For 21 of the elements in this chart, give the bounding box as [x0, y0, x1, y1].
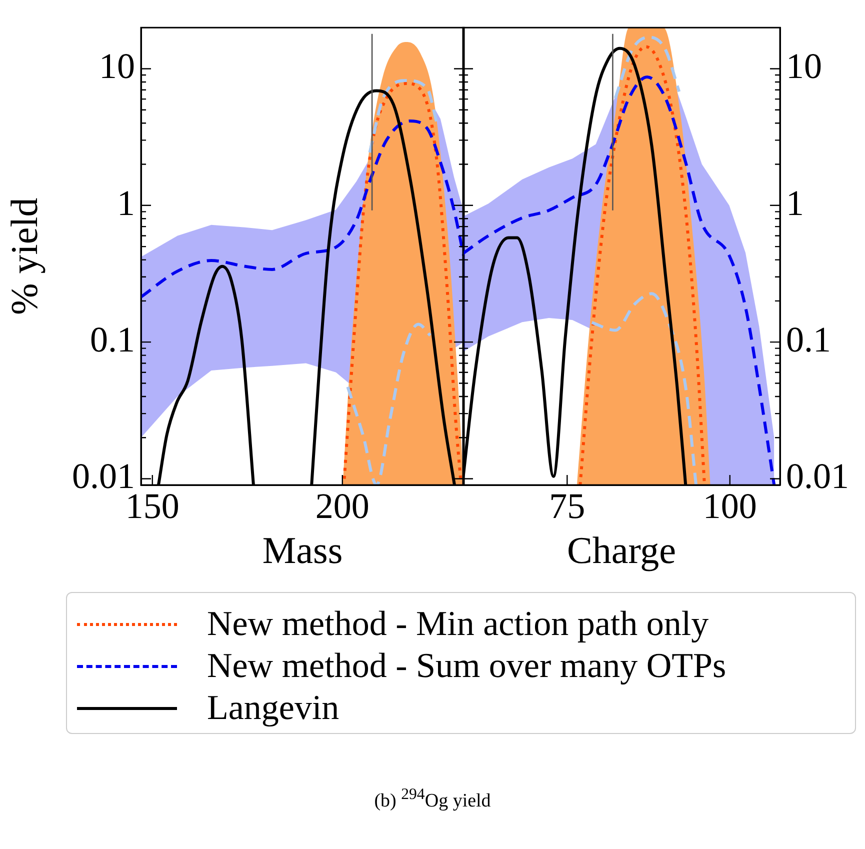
- line-series: [590, 292, 698, 485]
- x-axis-title: Mass: [262, 530, 343, 572]
- y-tick-label: 0.1: [90, 320, 135, 360]
- line-series: [346, 322, 432, 485]
- legend-label: New method - Min action path only: [207, 604, 709, 644]
- x-tick-label: 75: [549, 486, 586, 526]
- legend-label: New method - Sum over many OTPs: [207, 646, 726, 686]
- x-tick-label: 100: [702, 486, 757, 526]
- line-series: [368, 79, 439, 154]
- legend-label: Langevin: [207, 688, 340, 728]
- x-axis-title: Charge: [566, 530, 676, 572]
- y-tick-label: 1: [786, 182, 804, 223]
- x-tick-label: 200: [315, 486, 370, 526]
- y-tick-label: 10: [786, 46, 822, 86]
- text: (b) $^{294}$Og yield: [373, 786, 492, 812]
- y-tick-label: 0.01: [786, 456, 849, 496]
- y-axis-title: % yield: [4, 198, 46, 315]
- y-tick-label: 10: [99, 46, 135, 86]
- y-tick-label: 0.1: [786, 320, 831, 360]
- line-series: [614, 36, 681, 100]
- y-tick-label: 1: [117, 182, 135, 223]
